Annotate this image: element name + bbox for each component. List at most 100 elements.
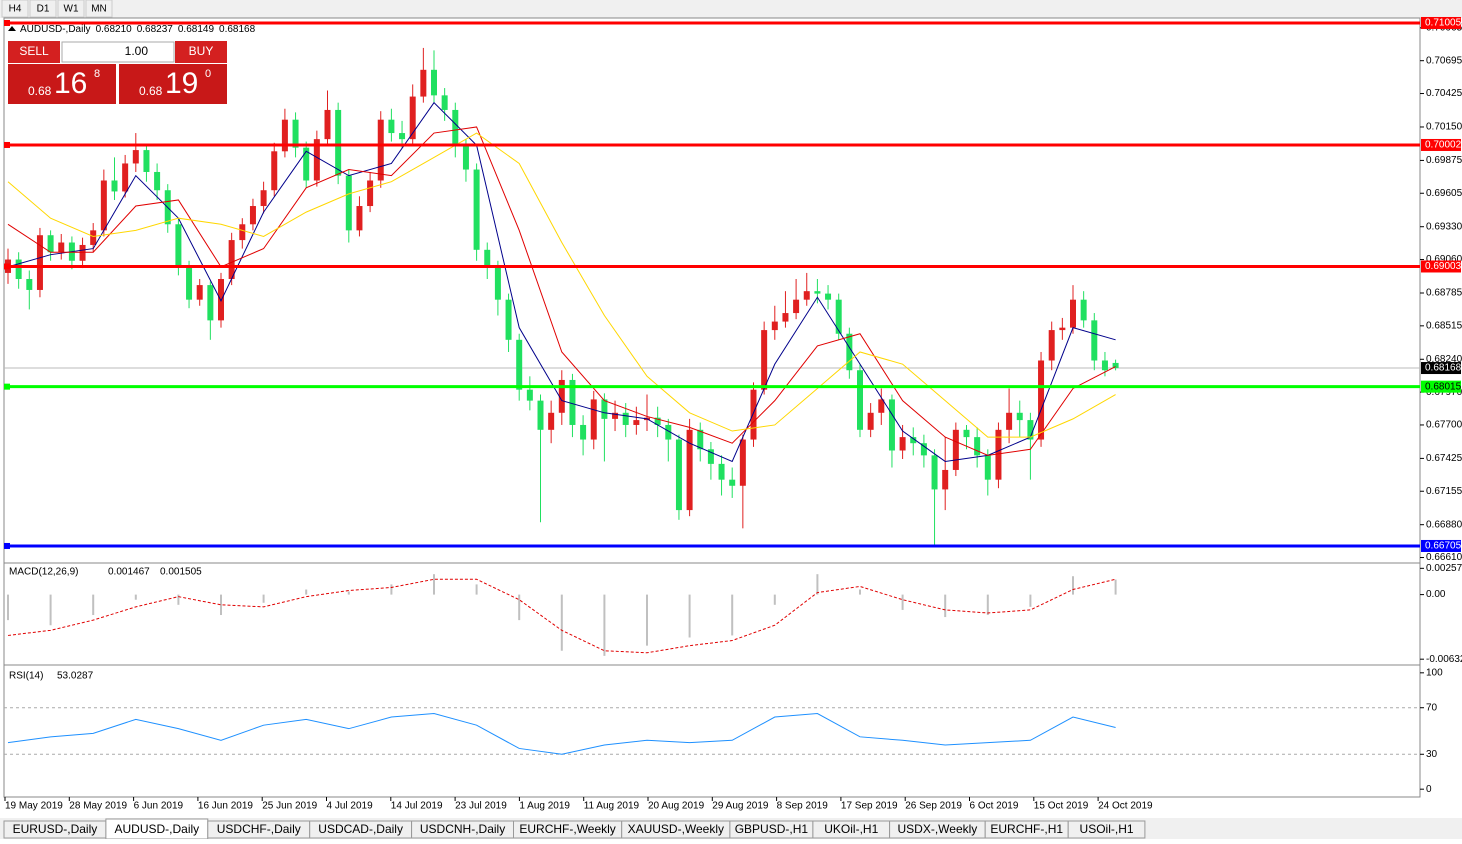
candle-body — [111, 180, 118, 192]
candle-body — [750, 389, 757, 440]
candle-body — [36, 235, 43, 290]
price-box[interactable] — [119, 64, 227, 104]
candle-body — [484, 249, 491, 267]
candle-body — [1101, 360, 1108, 371]
candle-body — [58, 242, 65, 253]
y-tick-label: 0.69605 — [1426, 188, 1462, 199]
candle-body — [974, 437, 981, 456]
level-price-box — [1421, 138, 1461, 151]
candle-body — [409, 96, 416, 140]
macd-bar — [390, 584, 393, 595]
candle-body — [303, 147, 310, 181]
x-tick-label: 23 Jul 2019 — [455, 801, 507, 812]
tab-label: XAUUSD-,Weekly — [628, 822, 724, 836]
candle-body — [633, 420, 640, 425]
moving-average — [7, 126, 1116, 456]
y-tick-label: 0 — [1426, 784, 1432, 795]
macd-value: 0.001505 — [160, 567, 202, 578]
candle-body — [580, 424, 587, 440]
candle-body — [431, 69, 437, 96]
candle-body — [175, 224, 182, 267]
y-tick-label: 0.67700 — [1426, 420, 1462, 431]
candle-body — [122, 163, 129, 192]
y-tick-label: 30 — [1426, 749, 1438, 760]
buy-label: BUY — [189, 44, 214, 58]
candle-body — [196, 285, 203, 300]
x-tick-label: 20 Aug 2019 — [648, 801, 705, 812]
candle-body — [377, 119, 384, 181]
level-price-label: 0.69003 — [1425, 261, 1462, 272]
y-tick-label: 0.67155 — [1426, 486, 1462, 497]
x-tick-label: 1 Aug 2019 — [519, 801, 570, 812]
candle-body — [931, 455, 938, 490]
y-tick-label: 0.69875 — [1426, 155, 1462, 166]
macd-bar — [92, 594, 95, 616]
buy-button[interactable] — [175, 41, 227, 63]
tab-label: EURCHF-,H1 — [990, 822, 1063, 836]
candle-body — [26, 279, 33, 290]
candle-body — [324, 109, 331, 140]
candle-body — [143, 150, 150, 172]
candle-body — [867, 412, 874, 430]
candle-body — [228, 240, 235, 280]
tab-label: USDCNH-,Daily — [420, 822, 505, 836]
candle-body — [260, 190, 267, 207]
candle-body — [239, 224, 246, 241]
candle-body — [473, 169, 480, 250]
timeframe-button[interactable] — [29, 0, 57, 18]
sell-button[interactable] — [8, 41, 60, 63]
candle-body — [622, 412, 629, 425]
y-tick-label: 0.66880 — [1426, 519, 1462, 530]
rsi-line — [7, 713, 1116, 755]
candle-body — [739, 439, 746, 486]
candle-body — [100, 180, 107, 231]
y-tick-label: 70 — [1426, 702, 1438, 713]
x-tick-label: 11 Aug 2019 — [584, 801, 640, 812]
candle-body — [132, 150, 139, 164]
timeframe-button[interactable] — [85, 0, 113, 18]
candle-body — [888, 399, 895, 451]
level-handle — [4, 263, 10, 270]
candle-body — [420, 69, 427, 97]
macd-bar — [49, 594, 52, 626]
macd-bar — [134, 594, 137, 600]
price-big: 19 — [165, 67, 198, 100]
chart-frame — [3, 17, 1421, 798]
candle-body — [793, 299, 800, 314]
candle-body — [79, 244, 86, 261]
candle-body — [718, 463, 725, 480]
current-price-box — [1421, 362, 1461, 375]
symbol-tab[interactable] — [1067, 820, 1146, 839]
x-tick-label: 6 Jun 2019 — [134, 801, 184, 812]
price-small: 0 — [205, 68, 211, 80]
candle-body — [90, 230, 97, 245]
rsi-title: RSI(14) — [9, 671, 43, 682]
tab-label: AUDUSD-,Daily — [115, 822, 200, 836]
x-tick-label: 24 Oct 2019 — [1098, 801, 1153, 812]
candle-body — [601, 399, 608, 419]
candle-body — [910, 437, 917, 444]
candle-body — [984, 455, 991, 480]
y-tick-label: 0.66610 — [1426, 552, 1462, 563]
macd-bar — [603, 594, 606, 656]
lot-input[interactable] — [61, 41, 175, 63]
candle-body — [537, 400, 544, 430]
macd-bar — [7, 594, 9, 621]
candle-body — [803, 291, 810, 300]
candle-body — [899, 437, 906, 451]
chart-header: AUDUSD-,Daily 0.68210 0.68237 0.68149 0.6816… — [20, 24, 256, 35]
candle-body — [271, 151, 278, 191]
timeframe-button[interactable] — [1, 0, 29, 18]
timeframe-button[interactable] — [57, 0, 85, 18]
candle-body — [857, 370, 863, 430]
candle-body — [356, 206, 363, 231]
candle-body — [218, 279, 224, 321]
x-tick-label: 28 May 2019 — [69, 801, 127, 812]
macd-bar — [518, 594, 521, 621]
symbol: AUDUSD-,Daily — [20, 24, 91, 35]
candle-body — [675, 439, 682, 511]
level-handle — [4, 141, 10, 148]
ohlc-value: 0.68210 — [96, 24, 133, 35]
price-box[interactable] — [8, 64, 116, 104]
x-tick-label: 15 Oct 2019 — [1034, 801, 1089, 812]
